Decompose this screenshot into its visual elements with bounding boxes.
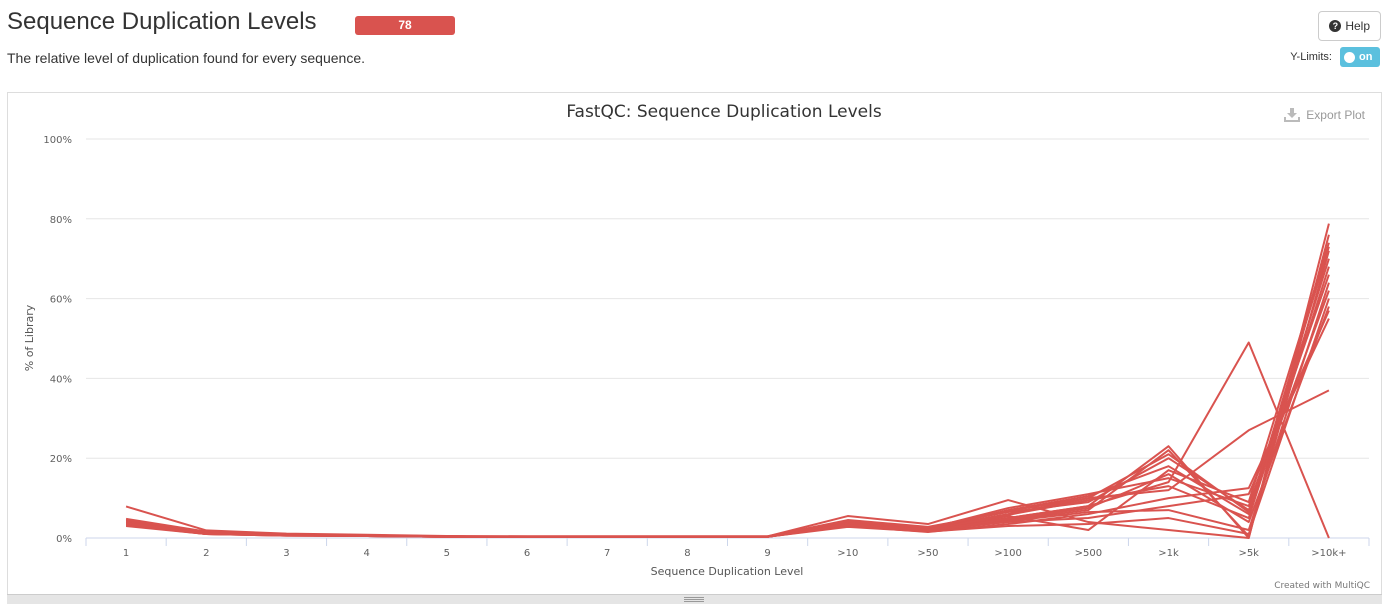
x-tick-label: 5 [444, 548, 450, 559]
series-line[interactable] [125, 318, 1330, 538]
y-tick-label: 0% [56, 534, 72, 545]
series-line[interactable] [125, 223, 1330, 539]
section-description: The relative level of duplication found … [7, 50, 365, 66]
ylimits-label: Y-Limits: [1290, 51, 1332, 63]
x-tick-label: >10 [837, 548, 858, 559]
x-axis-title: Sequence Duplication Level [651, 565, 804, 578]
series-lines [125, 223, 1330, 539]
ylimits-toggle[interactable]: on [1340, 47, 1380, 67]
x-tick-label: 9 [764, 548, 770, 559]
x-tick-label: >100 [994, 548, 1021, 559]
x-tick-label: 3 [283, 548, 289, 559]
export-plot-button[interactable]: Export Plot [1284, 108, 1365, 122]
series-line[interactable] [125, 282, 1330, 538]
download-icon [1284, 108, 1301, 122]
ylimits-control: Y-Limits: on [1290, 47, 1380, 67]
x-tick-label: 7 [604, 548, 610, 559]
series-line[interactable] [125, 389, 1330, 538]
chart-title: FastQC: Sequence Duplication Levels [566, 102, 882, 122]
x-tick-label: 4 [363, 548, 369, 559]
sample-count-badge: 78 [355, 16, 455, 35]
y-tick-label: 80% [50, 215, 72, 226]
series-line[interactable] [125, 250, 1330, 538]
resize-handle[interactable] [7, 594, 1382, 604]
series-line[interactable] [125, 258, 1330, 538]
help-button[interactable]: ? Help [1318, 11, 1381, 41]
toggle-label: on [1359, 51, 1373, 63]
y-tick-label: 20% [50, 454, 72, 465]
y-axis-title: % of Library [23, 304, 36, 371]
help-label: Help [1345, 19, 1370, 33]
question-circle-icon: ? [1329, 20, 1342, 32]
x-tick-label: 6 [524, 548, 530, 559]
x-tick-label: 2 [203, 548, 209, 559]
x-tick-label: >10k+ [1311, 548, 1346, 559]
y-tick-label: 60% [50, 295, 72, 306]
multiqc-credit: Created with MultiQC [1274, 581, 1370, 591]
toggle-knob [1344, 51, 1355, 63]
series-line[interactable] [125, 290, 1330, 538]
series-line[interactable] [125, 306, 1330, 538]
x-tick-label: 1 [123, 548, 129, 559]
x-tick-label: 8 [684, 548, 690, 559]
x-tick-label: >1k [1158, 548, 1179, 559]
page-title: Sequence Duplication Levels [7, 8, 317, 35]
y-tick-label: 100% [43, 135, 72, 146]
grip-icon [684, 597, 704, 602]
y-axis-ticks: 0% 20% 40% 60% 80% 100% [43, 135, 72, 545]
y-tick-label: 40% [50, 374, 72, 385]
x-tick-label: >5k [1238, 548, 1259, 559]
x-axis-ticks: 1 2 3 4 5 6 7 8 9 >10 >50 >100 >500 >1k >5k >10k+ [85, 538, 1370, 559]
x-tick-label: >500 [1075, 548, 1102, 559]
export-label: Export Plot [1306, 108, 1365, 122]
series-line[interactable] [125, 266, 1330, 538]
series-line[interactable] [125, 274, 1330, 538]
x-tick-label: >50 [917, 548, 938, 559]
